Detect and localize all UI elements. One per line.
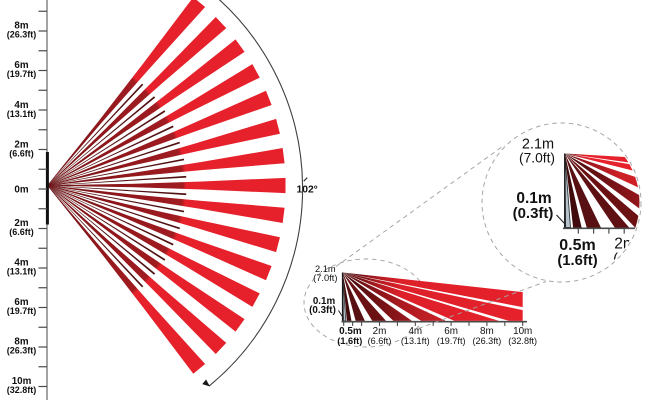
svg-text:(0.3ft): (0.3ft): [513, 205, 554, 222]
svg-text:(6.6ft): (6.6ft): [9, 148, 34, 158]
svg-text:(1.6ft): (1.6ft): [557, 253, 597, 269]
svg-text:8m: 8m: [14, 336, 28, 347]
svg-text:(13.1ft): (13.1ft): [401, 336, 430, 346]
svg-text:0.1m: 0.1m: [313, 296, 336, 307]
svg-text:(6.6ft): (6.6ft): [9, 227, 34, 237]
svg-text:(0.3ft): (0.3ft): [309, 305, 336, 316]
svg-text:(32.8ft): (32.8ft): [7, 385, 37, 395]
svg-text:4m: 4m: [14, 100, 28, 111]
svg-text:4m: 4m: [408, 326, 422, 337]
svg-text:(1.6ft): (1.6ft): [337, 336, 362, 346]
svg-text:0.5m: 0.5m: [559, 237, 595, 254]
svg-text:6m: 6m: [14, 297, 28, 308]
svg-text:8m: 8m: [14, 21, 28, 32]
svg-text:(7.0ft): (7.0ft): [519, 151, 555, 166]
svg-text:(26.3ft): (26.3ft): [7, 345, 37, 355]
svg-text:(19.7ft): (19.7ft): [437, 336, 466, 346]
svg-text:(19.7ft): (19.7ft): [7, 306, 37, 316]
svg-text:(7.0ft): (7.0ft): [313, 273, 337, 283]
svg-text:2.1m: 2.1m: [315, 264, 336, 274]
svg-text:102°: 102°: [297, 184, 318, 195]
svg-text:(13.1ft): (13.1ft): [7, 267, 37, 277]
svg-text:(26.3ft): (26.3ft): [7, 30, 37, 40]
svg-text:0.5m: 0.5m: [339, 326, 362, 337]
svg-text:(13.1ft): (13.1ft): [7, 109, 37, 119]
svg-text:(26.3ft): (26.3ft): [472, 336, 501, 346]
svg-text:2m: 2m: [14, 218, 28, 229]
svg-text:2m: 2m: [14, 139, 28, 150]
svg-text:10m: 10m: [12, 376, 32, 387]
svg-text:6m: 6m: [14, 60, 28, 71]
svg-text:(19.7ft): (19.7ft): [7, 69, 37, 79]
svg-text:0m: 0m: [14, 184, 28, 195]
svg-text:(32.8ft): (32.8ft): [508, 336, 537, 346]
svg-text:0.1m: 0.1m: [516, 190, 551, 207]
svg-text:10m: 10m: [513, 326, 532, 337]
svg-text:(6.6ft): (6.6ft): [368, 336, 392, 346]
svg-text:2m: 2m: [373, 326, 387, 337]
svg-text:8m: 8m: [480, 326, 494, 337]
svg-text:4m: 4m: [14, 258, 28, 269]
svg-text:6m: 6m: [444, 326, 458, 337]
svg-text:2.1m: 2.1m: [522, 137, 554, 153]
